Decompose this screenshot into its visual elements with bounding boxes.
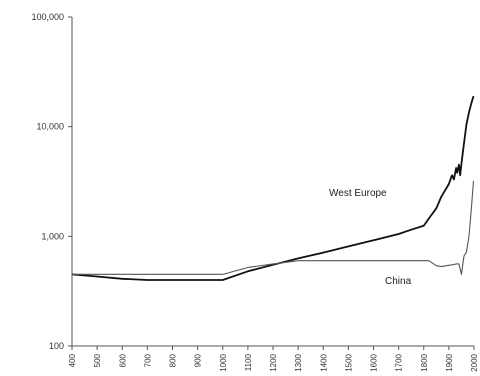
x-tick-label: 1100 bbox=[244, 353, 253, 371]
x-tick-label: 1200 bbox=[269, 353, 278, 371]
y-tick-label: 1,000 bbox=[41, 231, 64, 241]
series-layer bbox=[71, 95, 475, 281]
x-tick-label: 700 bbox=[143, 353, 152, 367]
x-tick-label: 1300 bbox=[294, 353, 303, 371]
x-tick-label: 1000 bbox=[219, 353, 228, 371]
annotation-layer: West Europe China bbox=[329, 188, 412, 287]
series-line-china bbox=[72, 180, 475, 275]
x-tick-label: 900 bbox=[194, 353, 203, 367]
y-tick-label: 100 bbox=[49, 341, 64, 351]
x-tick-label: 1900 bbox=[445, 353, 454, 371]
y-tick-label: 100,000 bbox=[31, 12, 64, 22]
x-tick-label: 400 bbox=[68, 353, 77, 367]
axes bbox=[71, 17, 474, 347]
y-ticks: 100 1,000 10,000 100,000 bbox=[31, 12, 72, 351]
y-tick-label: 10,000 bbox=[36, 122, 64, 132]
x-tick-label: 1800 bbox=[420, 353, 429, 371]
x-tick-label: 1600 bbox=[370, 353, 379, 371]
x-tick-label: 2000 bbox=[470, 353, 479, 371]
x-tick-label: 1700 bbox=[395, 353, 404, 371]
x-tick-label: 500 bbox=[93, 353, 102, 367]
x-tick-label: 800 bbox=[169, 353, 178, 367]
x-tick-label: 600 bbox=[118, 353, 127, 367]
x-tick-label: 1400 bbox=[319, 353, 328, 371]
annotation-china: China bbox=[385, 276, 412, 287]
x-tick-label: 1500 bbox=[344, 353, 353, 371]
x-ticks: 400 500 600 700 800 900 1000 1100 1200 1300 1400 15… bbox=[68, 346, 479, 372]
series-line-west-europe bbox=[71, 95, 475, 281]
annotation-west-europe: West Europe bbox=[329, 188, 387, 199]
